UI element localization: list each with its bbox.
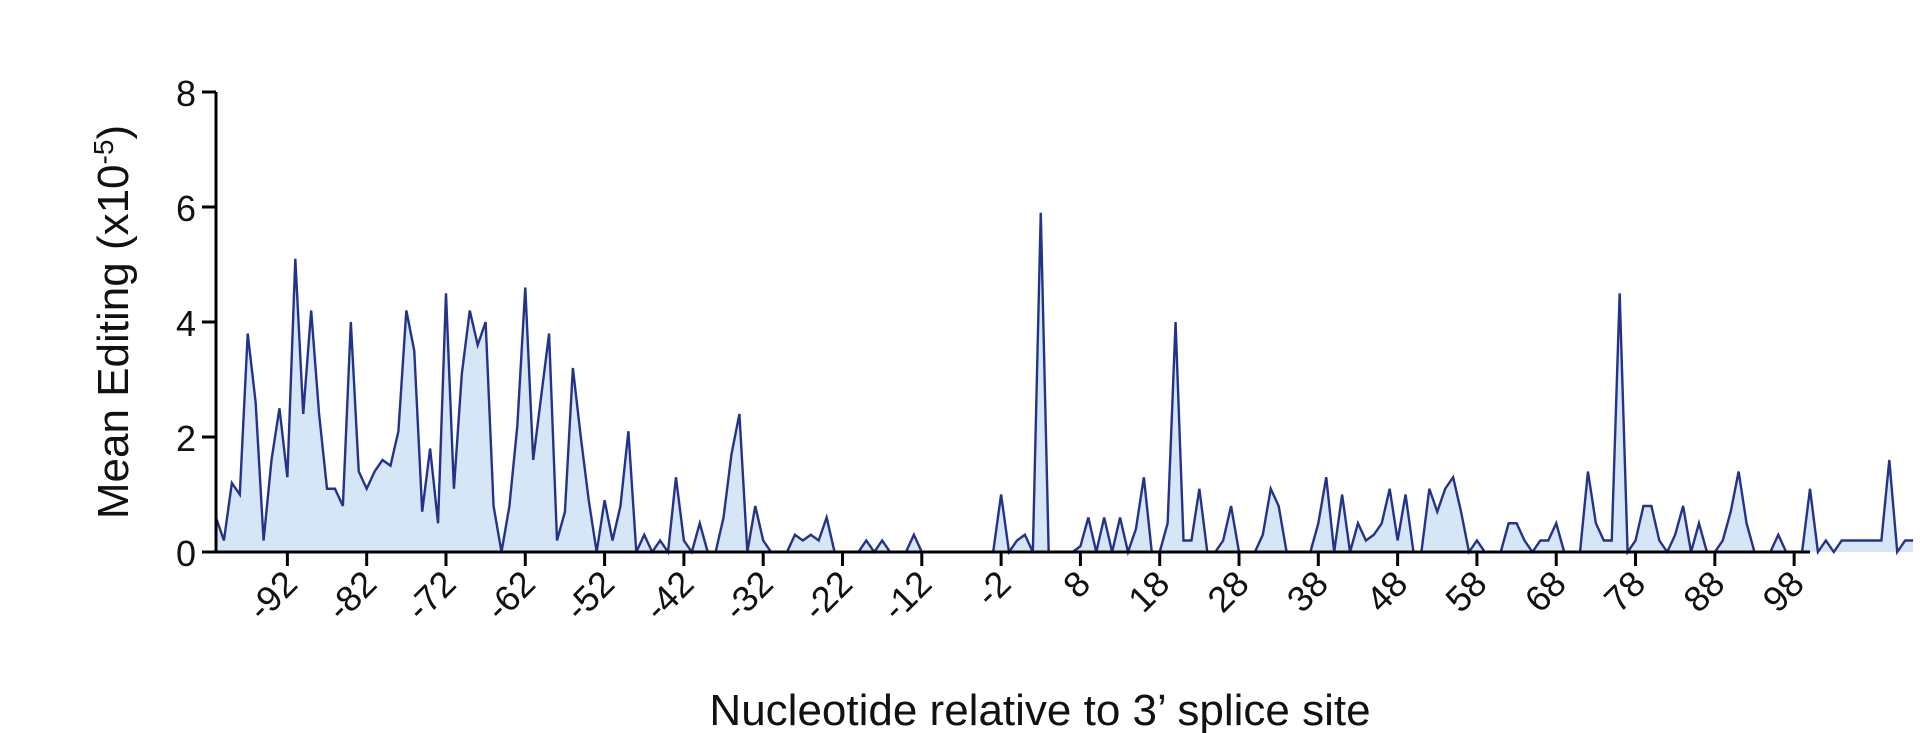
y-tick-label: 0 (176, 533, 196, 574)
x-tick-label: 88 (1675, 563, 1732, 620)
y-tick-label: 6 (176, 188, 196, 229)
series-area-fill (216, 212, 1914, 552)
x-tick-label: -12 (874, 563, 940, 629)
x-tick-label: -62 (477, 563, 543, 629)
x-tick-label: -82 (319, 563, 385, 629)
plot-area (214, 212, 1914, 557)
x-tick-label: -52 (556, 563, 622, 629)
x-tick-label: 78 (1596, 563, 1653, 620)
x-tick-label: -32 (715, 563, 781, 629)
x-tick-label: 8 (1055, 563, 1098, 606)
y-axis-title-close: ) (89, 125, 138, 140)
x-tick-label: 58 (1437, 563, 1494, 620)
x-tick-label: 18 (1120, 563, 1177, 620)
x-tick-label: -72 (398, 563, 464, 629)
x-tick-label: 98 (1754, 563, 1811, 620)
x-tick-label: -2 (967, 563, 1019, 615)
y-tick-label: 4 (176, 303, 196, 344)
x-tick-label: 48 (1358, 563, 1415, 620)
x-tick-label: -92 (239, 563, 305, 629)
x-tick-label: 38 (1279, 563, 1336, 620)
axes (202, 90, 1810, 566)
y-tick-label: 2 (176, 418, 196, 459)
y-axis-title-main: Mean Editing (x10 (89, 164, 138, 519)
x-tick-label: 28 (1199, 563, 1256, 620)
y-axis-title: Mean Editing (x10-5) (88, 125, 139, 519)
x-axis-title: Nucleotide relative to 3’ splice site (709, 686, 1370, 733)
y-tick-label: 8 (176, 73, 196, 114)
x-tick-label: -22 (794, 563, 860, 629)
x-tick-label: -42 (636, 563, 702, 629)
x-tick-label: 68 (1517, 563, 1574, 620)
y-axis-title-exponent: -5 (88, 140, 119, 165)
